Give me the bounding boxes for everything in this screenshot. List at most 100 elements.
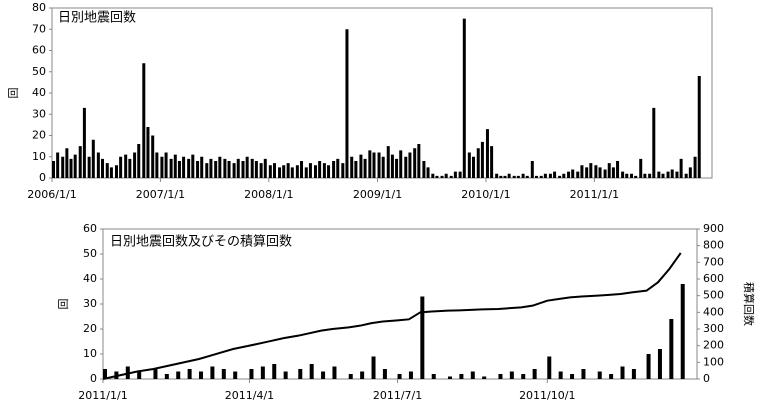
bar <box>187 158 191 178</box>
y-tick-label: 70 <box>32 22 46 35</box>
bar <box>91 139 95 178</box>
bar <box>576 171 580 178</box>
y-tick-label: 60 <box>32 44 46 57</box>
y-tick-label: 20 <box>83 322 97 335</box>
y-tick-label: 20 <box>32 129 46 142</box>
bar <box>272 364 277 379</box>
bar <box>395 158 399 178</box>
bar <box>480 141 484 178</box>
bar <box>417 144 421 178</box>
plot-frame <box>102 228 698 380</box>
bar <box>313 165 317 178</box>
bar <box>363 158 367 178</box>
bar <box>332 366 337 379</box>
bar <box>397 374 402 379</box>
bar <box>286 163 290 178</box>
bar <box>408 371 413 379</box>
bar <box>597 371 602 379</box>
bar <box>250 158 254 178</box>
bar <box>309 364 314 379</box>
y-tick-label: 50 <box>32 65 46 78</box>
bar <box>680 284 685 379</box>
bar <box>105 163 109 178</box>
bar <box>142 63 146 178</box>
bar <box>187 369 192 379</box>
bar <box>435 175 439 178</box>
bar <box>214 161 218 178</box>
bar <box>332 161 336 178</box>
bar <box>449 175 453 178</box>
bar <box>164 374 169 379</box>
bar <box>295 165 299 178</box>
bar <box>490 146 494 178</box>
bar <box>386 146 390 178</box>
x-tick-label: 2010/1/1 <box>461 188 510 201</box>
bar <box>298 369 303 379</box>
x-tick-label: 2011/7/1 <box>373 389 422 402</box>
bar <box>532 369 537 379</box>
bar <box>688 167 692 178</box>
bar <box>191 154 195 178</box>
bar <box>570 374 575 379</box>
y2-tick-label: 500 <box>703 289 724 302</box>
bar <box>431 173 435 178</box>
bar <box>348 374 353 379</box>
bar <box>199 371 204 379</box>
bar <box>209 158 213 178</box>
bar <box>82 107 86 178</box>
y2-tick-label: 200 <box>703 339 724 352</box>
bar <box>78 146 82 178</box>
bar <box>609 374 614 379</box>
x-tick-label: 2009/1/1 <box>353 188 402 201</box>
bar <box>440 175 444 178</box>
bar <box>634 175 638 178</box>
bar <box>259 163 263 178</box>
bar <box>153 369 158 379</box>
y2-tick-label: 600 <box>703 272 724 285</box>
bar <box>160 156 164 178</box>
bar <box>218 156 222 178</box>
bar <box>304 167 308 178</box>
bar <box>109 167 113 178</box>
bar <box>318 161 322 178</box>
bar <box>562 173 566 178</box>
bar <box>630 173 634 178</box>
bar <box>233 371 238 379</box>
bar <box>581 369 586 379</box>
bar <box>507 173 511 178</box>
bar <box>205 163 209 178</box>
bar <box>177 161 181 178</box>
bar <box>151 135 155 178</box>
bar <box>669 319 674 379</box>
bar <box>96 152 100 178</box>
bar <box>459 374 464 379</box>
y-tick-label: 80 <box>32 1 46 14</box>
bar <box>345 29 349 178</box>
bar <box>646 354 651 379</box>
y-tick-label: 0 <box>39 171 46 184</box>
bar <box>426 167 430 178</box>
bar <box>625 173 629 178</box>
bar <box>652 107 656 178</box>
bar <box>341 163 345 178</box>
bar <box>263 158 267 178</box>
bar <box>467 152 471 178</box>
bar <box>65 148 69 178</box>
y-tick-label: 40 <box>32 86 46 99</box>
bar <box>368 150 372 178</box>
bar <box>693 156 697 178</box>
bar <box>534 175 538 178</box>
bar <box>697 76 701 178</box>
bar <box>470 371 475 379</box>
x-tick-label: 2011/4/1 <box>225 389 274 402</box>
bar <box>404 156 408 178</box>
y2-axis-label: 積算回数 <box>742 282 756 326</box>
bar <box>422 161 426 178</box>
bar <box>173 154 177 178</box>
bar <box>498 374 503 379</box>
y-tick-label: 40 <box>83 272 97 285</box>
bar <box>643 173 647 178</box>
bar <box>589 163 593 178</box>
bar <box>268 165 272 178</box>
bar <box>684 173 688 178</box>
